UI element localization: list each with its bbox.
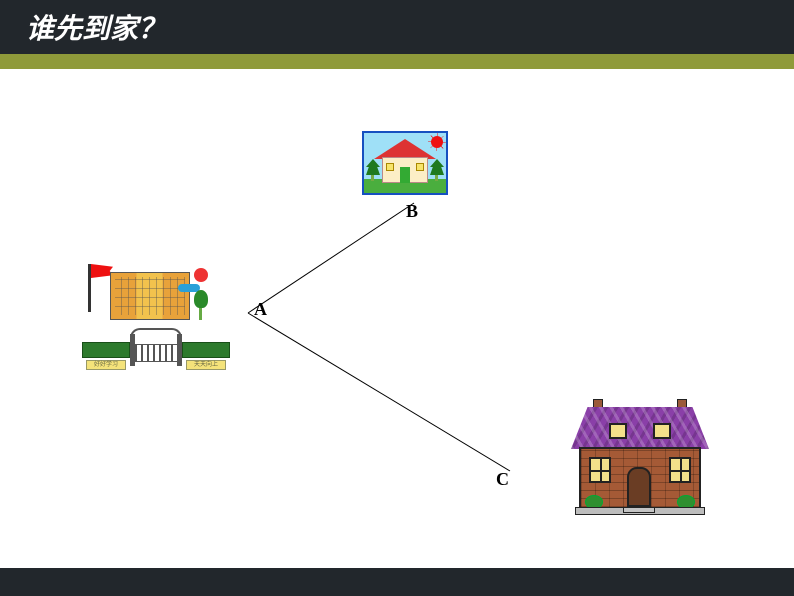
window-icon (669, 457, 691, 483)
sign-left: 好好学习 (86, 360, 126, 370)
hedge-icon (82, 342, 130, 358)
tree-icon (432, 159, 442, 181)
window-icon (386, 163, 394, 171)
sign-right: 天天向上 (186, 360, 226, 370)
node-label-b: B (406, 201, 418, 222)
school-fence: 好好学习 天天向上 (82, 328, 232, 372)
accent-bar (0, 54, 794, 69)
school-building-icon (110, 272, 190, 320)
step-icon (623, 507, 655, 513)
tree-icon (368, 159, 378, 181)
node-label-c: C (496, 469, 509, 490)
gate-icon (130, 334, 182, 366)
tree-icon (194, 290, 208, 320)
roof-icon (571, 407, 709, 449)
hedge-icon (182, 342, 230, 358)
window-icon (416, 163, 424, 171)
slide-title: 谁先到家？ (26, 7, 166, 47)
door-icon (627, 467, 651, 507)
door-icon (400, 167, 410, 183)
edge-a-b (248, 203, 414, 313)
window-icon (589, 457, 611, 483)
dormer-window-icon (609, 423, 627, 439)
diagram-canvas: 好好学习 天天向上 A B C (0, 69, 794, 568)
roof-icon (374, 139, 436, 159)
house-c-illustration (565, 401, 715, 521)
header-bar: 谁先到家？ (0, 0, 794, 54)
sun-icon (432, 137, 442, 147)
node-label-a: A (254, 299, 267, 320)
school-illustration: 好好学习 天天向上 (82, 264, 232, 384)
house-b-illustration (362, 131, 448, 195)
flag-pole-icon (88, 264, 91, 312)
footer-bar (0, 568, 794, 596)
edge-a-c (248, 313, 510, 471)
sun-icon (194, 268, 208, 282)
dormer-window-icon (653, 423, 671, 439)
